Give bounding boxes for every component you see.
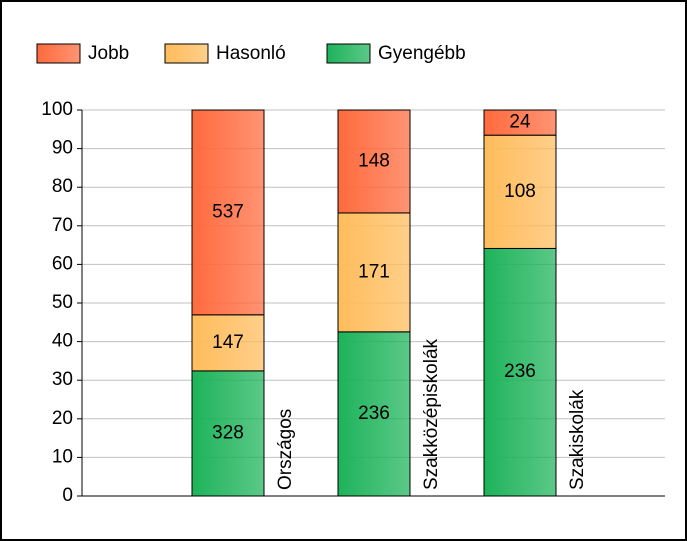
y-tick-label: 0 xyxy=(62,485,73,506)
bar-segment xyxy=(483,109,557,136)
bar-segment xyxy=(191,109,265,316)
x-tick-label: Szakközépiskolák xyxy=(421,338,442,490)
legend-label: Gyengébb xyxy=(378,43,466,64)
data-label: 108 xyxy=(504,181,536,202)
data-label: 148 xyxy=(358,150,390,171)
y-tick-label: 40 xyxy=(52,331,73,352)
data-label: 537 xyxy=(212,201,244,222)
y-tick-label: 90 xyxy=(52,138,73,159)
legend-swatch xyxy=(326,43,371,64)
legend-label: Hasonló xyxy=(216,43,286,64)
y-tick-label: 70 xyxy=(52,215,73,236)
data-label: 236 xyxy=(358,403,390,424)
bar-segment xyxy=(337,331,411,497)
bar-segment xyxy=(483,134,557,249)
data-label: 236 xyxy=(504,361,536,382)
data-label: 171 xyxy=(358,261,390,282)
y-tick-label: 80 xyxy=(52,176,73,197)
x-tick-label: Szakiskolák xyxy=(567,389,588,490)
y-tick-label: 100 xyxy=(41,99,73,120)
x-tick-label: Országos xyxy=(275,409,296,490)
data-label: 147 xyxy=(212,332,244,353)
y-tick-label: 50 xyxy=(52,292,73,313)
bar-segment xyxy=(483,247,557,497)
bar-segment xyxy=(337,212,411,333)
legend-swatch xyxy=(164,43,209,64)
legend-swatch xyxy=(36,43,81,64)
data-label: 24 xyxy=(509,112,531,133)
bar-segment xyxy=(337,109,411,214)
bar-segment xyxy=(191,370,265,497)
data-label: 328 xyxy=(212,422,244,443)
y-tick-label: 60 xyxy=(52,253,73,274)
legend-label: Jobb xyxy=(88,43,129,64)
y-tick-label: 20 xyxy=(52,408,73,429)
y-tick-label: 10 xyxy=(52,446,73,467)
y-tick-label: 30 xyxy=(52,369,73,390)
